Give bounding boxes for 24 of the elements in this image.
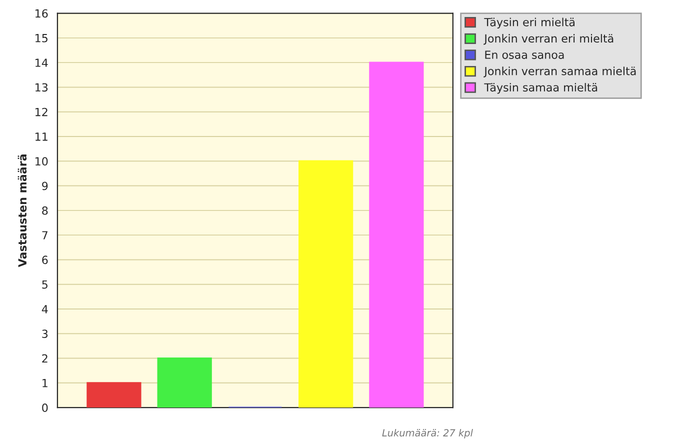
y-tick-label: 4	[42, 305, 48, 314]
y-tick-label: 11	[36, 132, 48, 141]
y-tick-label: 2	[42, 354, 48, 362]
y-tick-label: 5	[42, 280, 48, 289]
y-tick-label: 12	[36, 108, 48, 116]
y-tick-label: 13	[36, 83, 48, 92]
text: Lukumäärä: 27 kpl	[382, 428, 473, 438]
y-tick-label: 9	[42, 182, 48, 190]
y-tick-label: 10	[36, 157, 48, 166]
y-tick-label: 8	[42, 206, 48, 215]
y-axis-title: Vastausten määrä	[18, 154, 27, 268]
y-tick-label: 3	[42, 330, 48, 338]
y-tick-label: 0	[42, 404, 48, 412]
y-tick-label: 7	[42, 231, 48, 240]
legend-label: Jonkin verran samaa mieltä	[484, 66, 636, 78]
legend-label: Täysin eri mieltä	[484, 18, 575, 28]
y-tick-label: 6	[42, 256, 48, 264]
y-tick-label: 16	[36, 9, 48, 18]
legend-label: Jonkin verran eri mieltä	[484, 34, 614, 45]
legend-label: En osaa sanoa	[485, 50, 564, 59]
y-tick-label: 15	[36, 34, 48, 42]
legend-label: Täysin samaa mieltä	[484, 82, 598, 94]
y-tick-label: 14	[36, 58, 48, 67]
y-tick-label: 1	[42, 379, 48, 388]
